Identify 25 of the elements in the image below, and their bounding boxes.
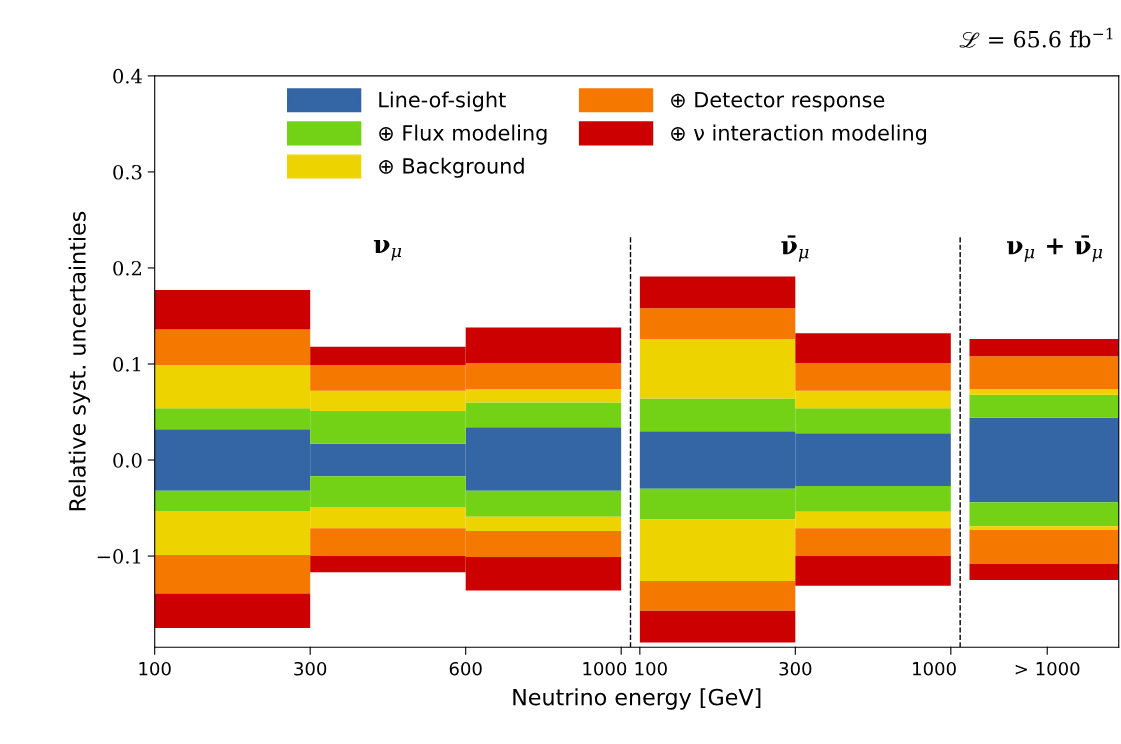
- y-tick-label: 0.4: [113, 68, 142, 84]
- y-tick-label: 0.1: [113, 356, 141, 372]
- text: 100: [139, 661, 171, 676]
- y-tick-label: 0.2: [113, 260, 141, 276]
- annotation: ν$_{μ}$ + ν̄$_{μ}$: [1006, 235, 1103, 262]
- y-tick-label: 0.3: [113, 164, 142, 180]
- legend-label: ⊕ Background: [379, 157, 524, 178]
- y-tick-label: 0.0: [113, 452, 142, 468]
- legend-label: ⊕ Detector response: [671, 92, 885, 112]
- legend-label: ⊕ Flux modeling: [379, 124, 547, 145]
- x-axis-title: Neutrino energy [GeV]: [513, 688, 761, 710]
- text: 1000: [913, 661, 956, 676]
- legend-label: Line-of-sight: [379, 91, 506, 112]
- text: 100: [635, 661, 667, 676]
- text: 300: [294, 661, 327, 676]
- text: 600: [449, 661, 482, 676]
- text: 1000: [583, 661, 627, 676]
- text: 300: [779, 661, 812, 676]
- y-tick-label: −0.1: [97, 549, 141, 564]
- text: ℒ = 65.6 fb$^{−1}$: [959, 27, 1113, 48]
- annotation: ν̄$_{μ}$: [781, 235, 809, 262]
- text: > 1000: [1015, 661, 1080, 676]
- y-axis-title: Relative syst. uncertainties: [68, 211, 91, 511]
- annotation: ν$_{μ}$: [373, 240, 402, 261]
- legend-label: ⊕ ν interaction modeling: [671, 124, 927, 145]
